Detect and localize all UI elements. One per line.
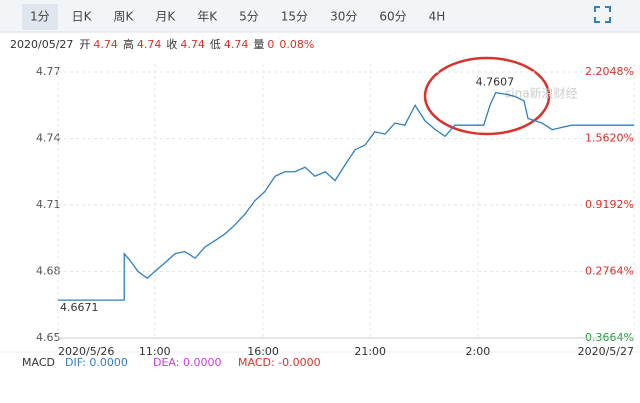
y-tick-label: 4.71 [36,198,61,211]
x-tick-label: 11:00 [139,345,171,358]
info-label: 高 [123,37,134,51]
x-tick-label: 2020/5/27 [578,345,634,358]
info-value: 4.74 [224,38,249,51]
info-value: 4.74 [93,38,118,51]
info-value: 4.74 [137,38,162,51]
y-tick-label: 4.77 [36,65,61,78]
tab[interactable]: 1分 [30,10,50,24]
y2-tick-label: 0.2764% [585,265,634,278]
info-label: 量 [253,38,264,51]
x-tick-label: 16:00 [247,345,279,358]
fullscreen-icon[interactable] [594,6,611,23]
x-tick-label: 21:00 [354,345,386,358]
tab[interactable]: 5分 [239,10,259,24]
tab-selected [22,4,58,30]
highlight-circle [423,56,551,136]
annotation: 4.7607 [476,76,515,89]
y-tick-label: 4.65 [36,331,61,344]
info-label: 收 [166,37,177,51]
macd-title: MACD [22,356,55,369]
tab-bar [0,0,640,32]
tab[interactable]: 年K [197,10,218,24]
macd-value: MACD: -0.0000 [238,356,321,369]
y2-tick-label: 2.2048% [585,65,634,78]
tab[interactable]: 日K [72,10,93,24]
tab[interactable]: 60分 [379,10,406,24]
price-line [58,91,634,301]
annotation: 4.6671 [60,301,99,314]
y2-tick-label: 1.5620% [585,132,634,145]
tab[interactable]: 30分 [330,10,357,24]
macd-dif: DIF: 0.0000 [65,356,128,369]
info-value: 4.74 [180,38,205,51]
tab[interactable]: 4H [429,10,446,24]
y2-tick-label: 0.9192% [585,198,634,211]
info-value: 0 [267,38,274,51]
x-tick-label: 2020/5/26 [58,345,114,358]
tab[interactable]: 周K [114,10,135,24]
tab[interactable]: 月K [155,10,176,24]
info-change: 0.08% [279,38,314,51]
info-label: 低 [210,38,221,51]
y-tick-label: 4.74 [36,132,61,145]
info-label: 开 [79,38,90,51]
y-tick-label: 4.68 [36,265,61,278]
macd-dea: DEA: 0.0000 [153,356,221,369]
x-tick-label: 2:00 [466,345,491,358]
tab[interactable]: 15分 [281,10,308,24]
info-date: 2020/05/27 [10,38,73,51]
watermark: sina新浪财经 [505,86,578,101]
